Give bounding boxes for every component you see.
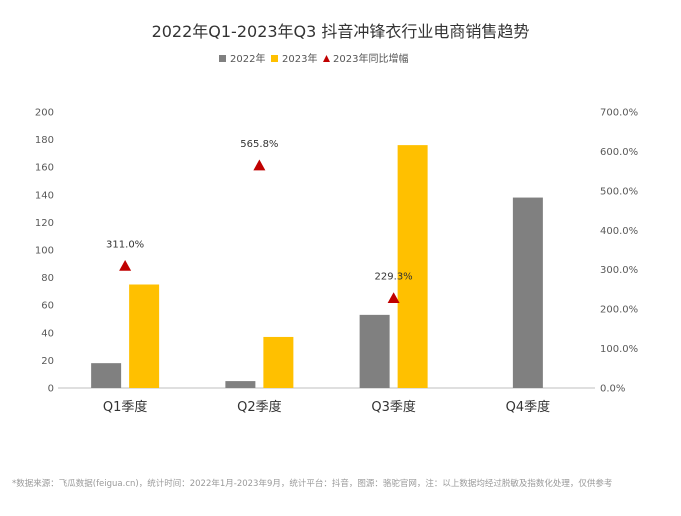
y-right-tick-label: 300.0%	[600, 265, 638, 276]
y-left-tick-label: 40	[41, 328, 54, 339]
bar-2022年-Q2季度	[225, 381, 256, 388]
yoy-data-label: 565.8%	[240, 139, 278, 150]
category-label: Q2季度	[237, 399, 282, 415]
yoy-data-label: 311.0%	[106, 239, 144, 250]
legend-swatch-2023	[271, 55, 278, 62]
category-label: Q1季度	[103, 399, 148, 415]
category-label: Q3季度	[371, 399, 416, 415]
bar-2023年-Q3季度	[397, 145, 428, 388]
chart-title: 2022年Q1-2023年Q3 抖音冲锋衣行业电商销售趋势	[152, 22, 530, 41]
y-left-axis: 0 20 40 60 80 100 120 140 160 180 200	[35, 108, 54, 395]
bars	[91, 145, 543, 388]
y-left-tick-label: 80	[41, 273, 54, 284]
y-right-tick-label: 500.0%	[600, 186, 638, 197]
y-left-tick-label: 180	[35, 135, 54, 146]
y-left-tick-label: 20	[41, 356, 54, 367]
y-right-tick-label: 0.0%	[600, 384, 625, 395]
bar-2022年-Q3季度	[359, 314, 390, 388]
category-label: Q4季度	[506, 399, 551, 415]
y-right-axis: 0.0% 100.0% 200.0% 300.0% 400.0% 500.0% 600.0%…	[600, 108, 638, 395]
y-left-tick-label: 100	[35, 246, 54, 257]
y-right-tick-label: 100.0%	[600, 344, 638, 355]
y-left-tick-label: 140	[35, 190, 54, 201]
category-labels: Q1季度 Q2季度 Q3季度 Q4季度	[103, 399, 550, 415]
y-left-tick-label: 120	[35, 218, 54, 229]
yoy-marker	[387, 292, 400, 303]
legend-swatch-2022	[219, 55, 226, 62]
legend-marker-yoy	[323, 55, 330, 62]
legend-label-2023: 2023年	[282, 52, 317, 65]
bar-2023年-Q1季度	[129, 284, 160, 388]
y-right-tick-label: 600.0%	[600, 147, 638, 158]
legend-label-2022: 2022年	[230, 52, 265, 65]
y-left-tick-label: 60	[41, 301, 54, 312]
y-left-tick-label: 200	[35, 108, 54, 119]
yoy-markers: 311.0% 565.8% 229.3%	[106, 139, 413, 303]
y-right-tick-label: 700.0%	[600, 108, 638, 119]
bar-2022年-Q4季度	[512, 197, 543, 388]
legend: 2022年 2023年 2023年同比增幅	[219, 52, 408, 65]
yoy-marker	[253, 159, 266, 171]
bar-2023年-Q2季度	[263, 336, 294, 388]
legend-label-yoy: 2023年同比增幅	[333, 52, 408, 65]
y-left-tick-label: 0	[48, 384, 54, 395]
footer-note: *数据来源：飞瓜数据(feigua.cn)，统计时间：2022年1月-2023年…	[12, 478, 612, 489]
y-right-tick-label: 400.0%	[600, 226, 638, 237]
y-left-tick-label: 160	[35, 163, 54, 174]
yoy-data-label: 229.3%	[375, 272, 413, 283]
bar-2022年-Q1季度	[91, 363, 122, 388]
y-right-tick-label: 200.0%	[600, 305, 638, 316]
yoy-marker	[119, 259, 132, 271]
